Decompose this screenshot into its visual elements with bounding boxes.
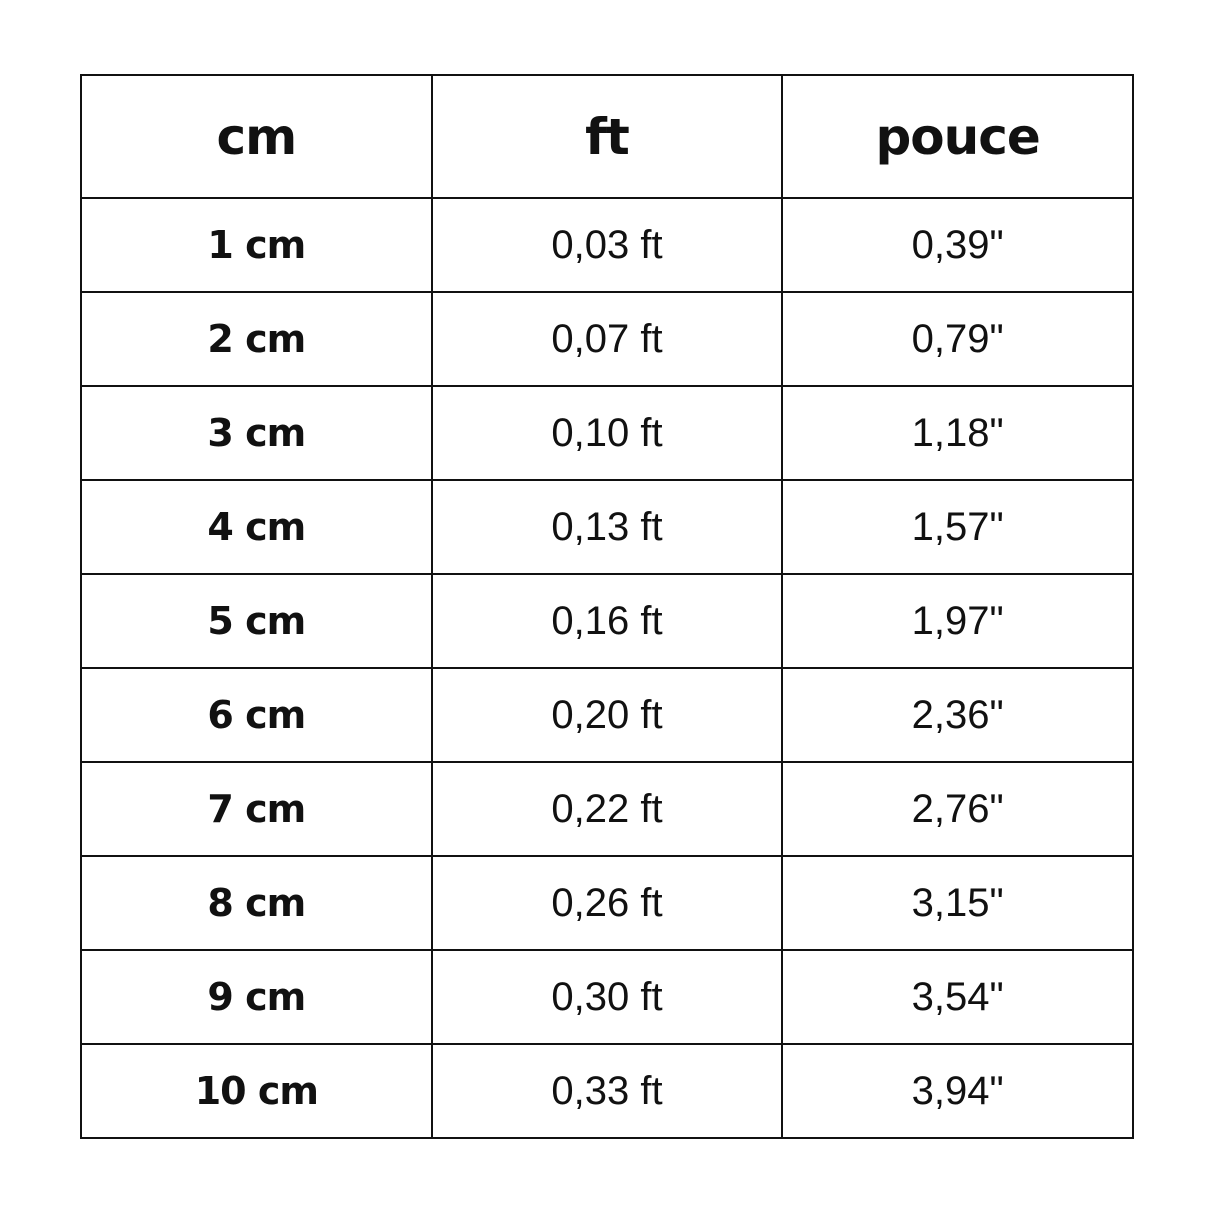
cell-cm: 3 cm [80, 385, 433, 481]
cell-pouce: 3,15" [781, 855, 1134, 951]
cell-ft: 0,03 ft [430, 197, 784, 293]
header-row: cm ft pouce [80, 74, 1134, 199]
cell-pouce: 0,79" [781, 291, 1134, 387]
table-row: 8 cm 0,26 ft 3,15" [80, 855, 1134, 951]
table-row: 5 cm 0,16 ft 1,97" [80, 573, 1134, 669]
table-row: 7 cm 0,22 ft 2,76" [80, 761, 1134, 857]
cell-ft: 0,20 ft [430, 667, 784, 763]
cell-cm: 8 cm [80, 855, 433, 951]
cell-pouce: 0,39" [781, 197, 1134, 293]
cell-pouce: 3,94" [781, 1043, 1134, 1139]
header-pouce: pouce [781, 74, 1134, 199]
cell-pouce: 1,18" [781, 385, 1134, 481]
table-row: 9 cm 0,30 ft 3,54" [80, 949, 1134, 1045]
cell-cm: 9 cm [80, 949, 433, 1045]
table-row: 10 cm 0,33 ft 3,94" [80, 1043, 1134, 1139]
cell-cm: 6 cm [80, 667, 433, 763]
cell-cm: 1 cm [80, 197, 433, 293]
cell-cm: 5 cm [80, 573, 433, 669]
table-row: 3 cm 0,10 ft 1,18" [80, 385, 1134, 481]
cell-ft: 0,10 ft [430, 385, 784, 481]
cell-ft: 0,33 ft [430, 1043, 784, 1139]
cell-cm: 2 cm [80, 291, 433, 387]
cell-cm: 7 cm [80, 761, 433, 857]
header-ft: ft [430, 74, 784, 199]
table-row: 6 cm 0,20 ft 2,36" [80, 667, 1134, 763]
table-row: 2 cm 0,07 ft 0,79" [80, 291, 1134, 387]
header-cm: cm [80, 74, 433, 199]
conversion-table: cm ft pouce 1 cm 0,03 ft 0,39" 2 cm 0,07 ft 0… [80, 74, 1134, 1139]
cell-ft: 0,16 ft [430, 573, 784, 669]
cell-ft: 0,30 ft [430, 949, 784, 1045]
cell-pouce: 1,97" [781, 573, 1134, 669]
cell-ft: 0,22 ft [430, 761, 784, 857]
cell-ft: 0,13 ft [430, 479, 784, 575]
cell-ft: 0,26 ft [430, 855, 784, 951]
table-row: 4 cm 0,13 ft 1,57" [80, 479, 1134, 575]
cell-pouce: 2,76" [781, 761, 1134, 857]
cell-ft: 0,07 ft [430, 291, 784, 387]
cell-pouce: 3,54" [781, 949, 1134, 1045]
cell-pouce: 2,36" [781, 667, 1134, 763]
cell-cm: 4 cm [80, 479, 433, 575]
table-row: 1 cm 0,03 ft 0,39" [80, 197, 1134, 293]
cell-pouce: 1,57" [781, 479, 1134, 575]
cell-cm: 10 cm [80, 1043, 433, 1139]
